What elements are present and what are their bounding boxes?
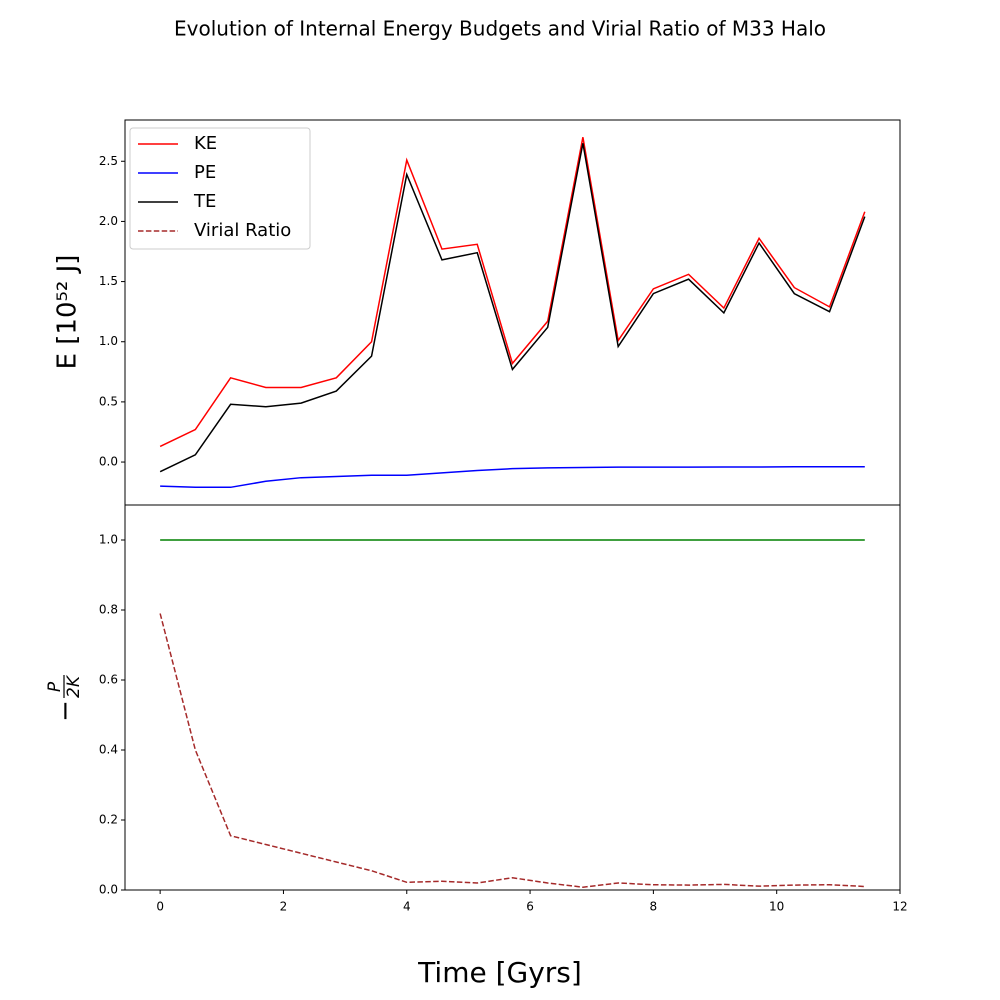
legend-label: PE: [194, 162, 216, 183]
y-tick-label: 0.2: [99, 813, 118, 827]
y-tick-label: 1.0: [99, 533, 118, 547]
series-line: [160, 465, 865, 489]
y-tick-label: 2.5: [99, 154, 118, 168]
x-tick-label: 6: [526, 900, 534, 914]
y-label-sign: −: [51, 700, 81, 722]
legend-label: Virial Ratio: [194, 220, 291, 241]
y-tick-label: 1.5: [99, 274, 118, 288]
x-tick-label: 0: [156, 900, 164, 914]
y-tick-label: 1.0: [99, 334, 118, 348]
x-tick-label: 8: [650, 900, 658, 914]
y-label-denominator: 2K: [64, 674, 84, 698]
y-tick-label: 0.6: [99, 673, 118, 687]
x-tick-label: 10: [769, 900, 784, 914]
x-axis-label: Time [Gyrs]: [417, 956, 582, 989]
series-line: [159, 137, 866, 448]
legend-box: [129, 127, 311, 250]
axes-frame: [124, 504, 901, 891]
y-tick-label: 2.0: [99, 214, 118, 228]
y-axis-label: E [10⁵² J]: [53, 255, 83, 370]
y-tick-label: 0.5: [99, 394, 118, 408]
x-tick-label: 12: [892, 900, 907, 914]
y-tick-label: 0.0: [99, 883, 118, 897]
x-tick-label: 4: [403, 900, 411, 914]
y-axis-label: − P 2K: [45, 674, 84, 722]
y-label-numerator: P: [45, 681, 65, 692]
y-tick-label: 0.8: [99, 603, 118, 617]
y-tick-label: 0.4: [99, 743, 118, 757]
y-tick-label: 0.0: [99, 455, 118, 469]
series-line: [159, 613, 865, 888]
x-tick-label: 2: [280, 900, 288, 914]
series-line: [159, 143, 866, 473]
figure-title: Evolution of Internal Energy Budgets and…: [174, 17, 826, 41]
legend-label: KE: [194, 133, 217, 154]
legend-label: TE: [193, 191, 216, 212]
